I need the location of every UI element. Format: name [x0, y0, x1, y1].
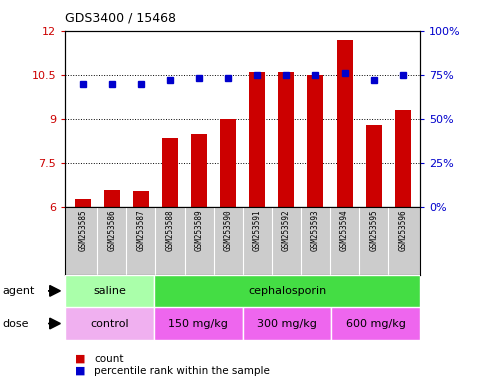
Text: control: control: [90, 318, 129, 329]
Text: 150 mg/kg: 150 mg/kg: [169, 318, 228, 329]
Text: GSM253595: GSM253595: [369, 209, 378, 251]
Bar: [162, 138, 178, 207]
Text: count: count: [94, 354, 124, 364]
Bar: [75, 199, 91, 207]
Bar: [395, 110, 411, 207]
Text: GSM253585: GSM253585: [78, 209, 87, 251]
Text: dose: dose: [2, 318, 29, 329]
Bar: [278, 72, 294, 207]
Bar: [220, 119, 236, 207]
Text: percentile rank within the sample: percentile rank within the sample: [94, 366, 270, 376]
Bar: [65, 307, 154, 340]
Text: agent: agent: [2, 286, 35, 296]
Bar: [65, 275, 154, 307]
Text: GDS3400 / 15468: GDS3400 / 15468: [65, 12, 176, 25]
Bar: [154, 275, 420, 307]
Text: GSM253587: GSM253587: [136, 209, 145, 251]
Text: GSM253589: GSM253589: [195, 209, 203, 251]
Bar: [133, 191, 149, 207]
Text: cephalosporin: cephalosporin: [248, 286, 326, 296]
Text: GSM253596: GSM253596: [398, 209, 407, 251]
Text: GSM253590: GSM253590: [224, 209, 233, 251]
Bar: [242, 307, 331, 340]
Bar: [308, 75, 324, 207]
Text: GSM253591: GSM253591: [253, 209, 262, 251]
Bar: [331, 307, 420, 340]
Text: GSM253592: GSM253592: [282, 209, 291, 251]
Text: GSM253593: GSM253593: [311, 209, 320, 251]
Bar: [337, 40, 353, 207]
Text: 600 mg/kg: 600 mg/kg: [346, 318, 406, 329]
Bar: [366, 125, 382, 207]
Bar: [249, 72, 265, 207]
Bar: [191, 134, 207, 207]
Text: GSM253586: GSM253586: [107, 209, 116, 251]
Bar: [154, 307, 243, 340]
Text: saline: saline: [93, 286, 126, 296]
Text: GSM253588: GSM253588: [166, 209, 174, 251]
Text: GSM253594: GSM253594: [340, 209, 349, 251]
Text: ■: ■: [75, 354, 85, 364]
Text: 300 mg/kg: 300 mg/kg: [257, 318, 317, 329]
Text: ■: ■: [75, 366, 85, 376]
Bar: [104, 190, 120, 207]
